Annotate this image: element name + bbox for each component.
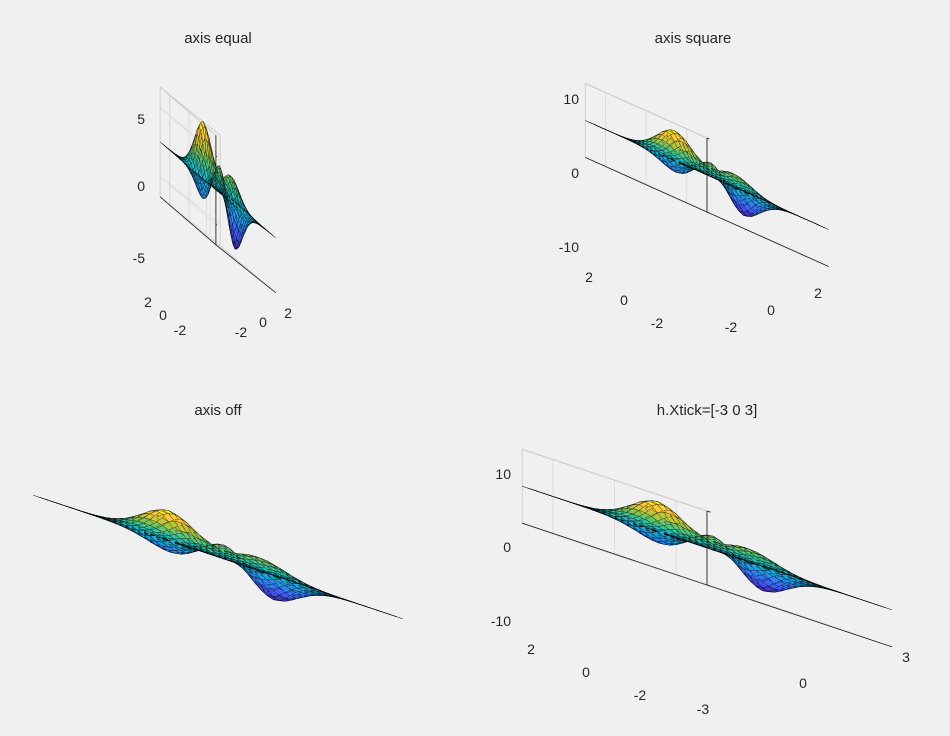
surface-face — [820, 225, 829, 230]
x-tick-label: -2 — [235, 324, 248, 340]
axis-line — [159, 86, 221, 136]
axis-line — [215, 244, 277, 294]
y-tick-label: 0 — [582, 664, 590, 680]
y-tick-label: 2 — [585, 269, 593, 285]
axis-line — [215, 189, 218, 192]
panel-title: h.Xtick=[-3 0 3] — [657, 402, 757, 419]
surface-plot — [159, 121, 277, 250]
z-tick-label: 10 — [563, 91, 579, 107]
axis-line — [159, 86, 217, 136]
panel-xtick: h.Xtick=[-3 0 3] 10 0 -10 2 0 -2 -3 0 3 — [491, 402, 910, 717]
axis-line — [215, 223, 218, 226]
surface-face — [390, 614, 403, 619]
panel-axis-equal: axis equal 5 0 -5 2 0 -2 -2 0 2 — [133, 30, 293, 340]
axis-line — [706, 211, 829, 268]
z-tick-label: 10 — [495, 466, 511, 482]
axis-line — [522, 448, 708, 512]
x-tick-label: 2 — [284, 305, 292, 321]
z-tick-label: -10 — [491, 613, 511, 629]
axis-line — [159, 196, 217, 246]
axis-line — [706, 211, 710, 214]
panel-axis-off: axis off — [33, 402, 403, 619]
axes-front — [585, 137, 829, 268]
y-tick-label: 2 — [144, 294, 152, 310]
y-tick-label: -2 — [651, 315, 664, 331]
x-tick-label: -3 — [697, 701, 710, 717]
z-tick-label: 0 — [571, 165, 579, 181]
axis-line — [706, 547, 711, 550]
axis-line — [585, 83, 708, 139]
surface-face — [879, 605, 892, 610]
z-tick-label: 0 — [503, 539, 511, 555]
x-tick-label: 0 — [799, 675, 807, 691]
y-tick-label: 0 — [159, 307, 167, 323]
axis-line — [169, 204, 230, 254]
z-tick-label: 0 — [137, 178, 145, 194]
panel-title: axis off — [194, 402, 242, 419]
axes-front — [522, 510, 892, 648]
surface-plot — [585, 120, 829, 230]
x-tick-label: 0 — [259, 314, 267, 330]
surface-plot — [33, 495, 403, 619]
axis-line — [159, 175, 221, 225]
z-tick-label: 5 — [137, 111, 145, 127]
axis-line — [215, 155, 218, 158]
x-tick-label: 2 — [814, 285, 822, 301]
x-tick-label: 3 — [902, 649, 910, 665]
y-tick-label: -2 — [634, 687, 647, 703]
z-tick-label: -10 — [559, 239, 579, 255]
x-tick-label: 0 — [767, 302, 775, 318]
surface-face — [271, 234, 277, 239]
axis-line — [706, 584, 711, 587]
y-tick-label: 0 — [620, 292, 628, 308]
axis-line — [706, 174, 710, 177]
z-tick-label: -5 — [133, 250, 146, 266]
axis-line — [522, 522, 708, 586]
panel-title: axis equal — [184, 30, 252, 47]
axis-line — [706, 510, 711, 513]
y-tick-label: 2 — [527, 641, 535, 657]
axes-front — [159, 135, 277, 294]
panel-axis-square: axis square 10 0 -10 2 0 -2 -2 0 2 — [559, 30, 829, 335]
axis-line — [706, 137, 710, 140]
axis-line — [159, 175, 217, 225]
axis-line — [585, 156, 708, 213]
x-tick-label: -2 — [725, 319, 738, 335]
y-tick-label: -2 — [174, 322, 187, 338]
surface-plot — [522, 486, 892, 610]
axis-line — [706, 584, 892, 648]
panel-title: axis square — [655, 30, 732, 47]
